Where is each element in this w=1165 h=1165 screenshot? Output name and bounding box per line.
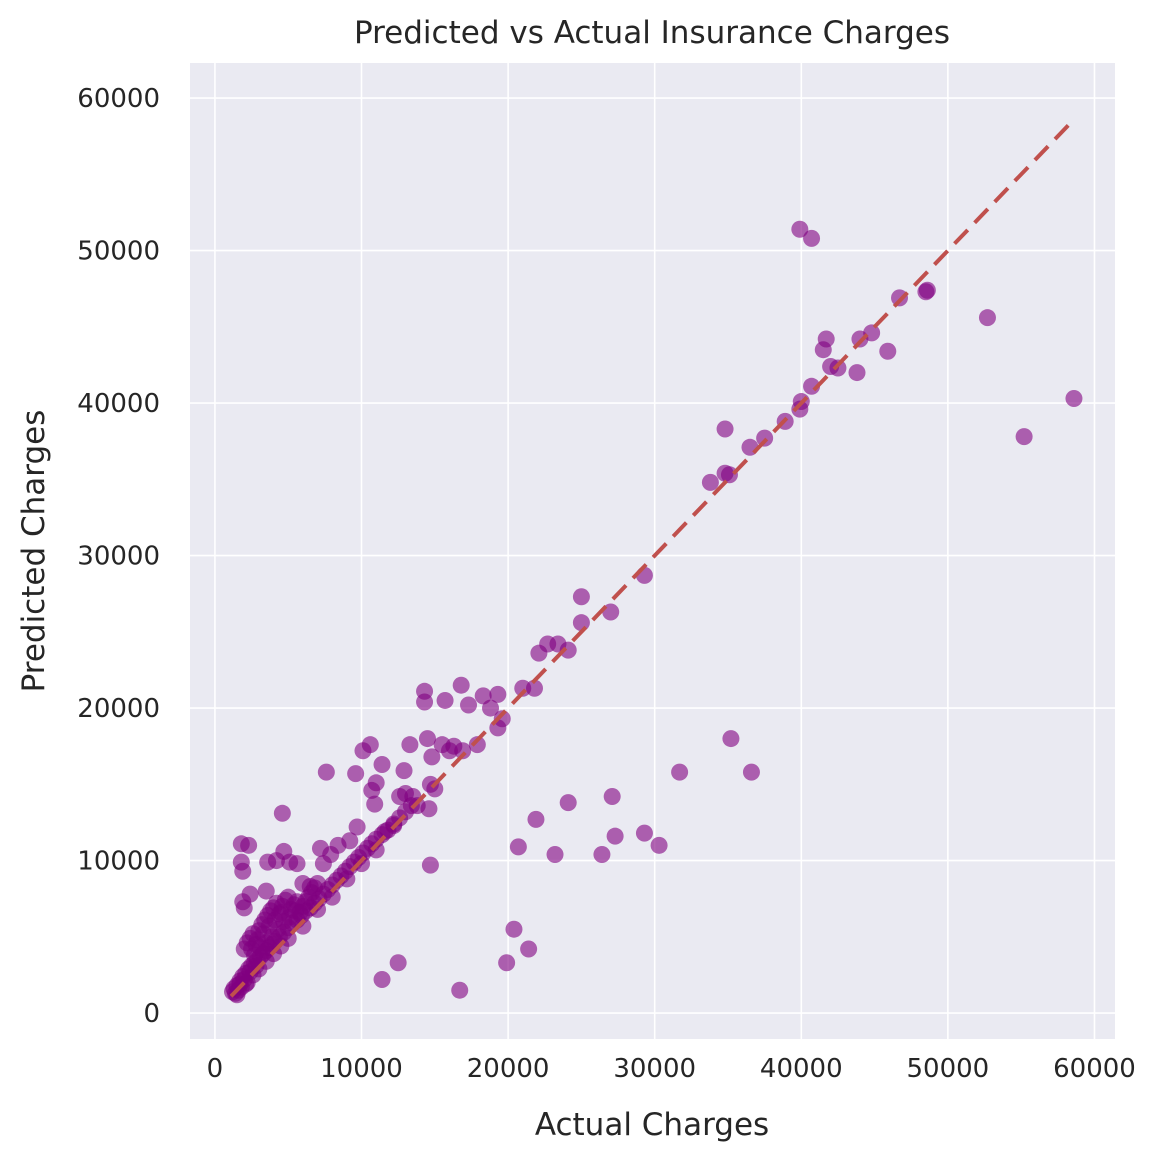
data-point [460, 696, 478, 714]
data-point [294, 917, 312, 935]
data-point [829, 359, 847, 377]
data-point [247, 957, 265, 975]
data-point [367, 774, 385, 792]
y-tick-label: 30000 [77, 542, 160, 572]
data-point [451, 981, 469, 999]
data-point [918, 281, 936, 299]
y-axis-label: Predicted Charges [16, 410, 52, 693]
data-point [401, 736, 419, 754]
data-point [722, 730, 740, 748]
data-point [317, 763, 335, 781]
data-point [650, 836, 668, 854]
data-point [525, 679, 543, 697]
data-point [454, 742, 472, 760]
data-point [288, 855, 306, 873]
data-point [373, 756, 391, 773]
data-point [348, 818, 366, 836]
data-point [1065, 390, 1083, 407]
data-point [493, 710, 511, 728]
data-point [509, 838, 527, 856]
data-point [546, 845, 564, 863]
data-point [474, 687, 492, 705]
data-point [257, 882, 275, 900]
data-point [235, 899, 253, 917]
y-tick-label: 50000 [77, 237, 160, 267]
data-point [273, 804, 291, 822]
y-axis-ticks: 0 10000 20000 30000 40000 50000 60000 [77, 84, 160, 1029]
data-point [240, 836, 258, 854]
data-point [741, 438, 759, 456]
data-point [603, 788, 621, 806]
data-point [367, 841, 385, 859]
data-point [803, 229, 821, 247]
data-point [389, 954, 407, 972]
data-point [452, 676, 470, 694]
data-point [559, 794, 577, 812]
y-tick-label: 20000 [77, 694, 160, 724]
data-point [791, 220, 809, 238]
data-point [742, 763, 760, 781]
data-point [323, 888, 341, 906]
data-point [520, 940, 538, 958]
x-tick-label: 30000 [613, 1054, 696, 1084]
data-point [482, 699, 500, 717]
data-point [572, 588, 590, 606]
data-point [423, 748, 441, 766]
data-point [701, 473, 719, 491]
data-point [341, 832, 359, 850]
data-point [527, 810, 545, 828]
data-point [489, 685, 507, 703]
data-point [418, 730, 436, 748]
data-point [572, 614, 590, 632]
data-point [366, 795, 384, 813]
data-point [817, 330, 835, 348]
y-tick-label: 40000 [77, 389, 160, 419]
x-axis-ticks: 0 10000 20000 30000 40000 50000 60000 [207, 1054, 1136, 1084]
data-point [514, 679, 532, 697]
data-point [978, 309, 996, 327]
data-point [671, 763, 689, 781]
x-tick-label: 10000 [320, 1054, 403, 1084]
data-point [436, 691, 454, 709]
x-tick-label: 20000 [467, 1054, 550, 1084]
data-point [421, 856, 439, 874]
data-point [416, 693, 434, 711]
data-point [593, 845, 611, 863]
data-point [1015, 428, 1033, 446]
data-point [301, 878, 319, 895]
data-point [505, 920, 523, 938]
data-point [498, 954, 516, 972]
x-tick-label: 50000 [907, 1054, 990, 1084]
data-point [426, 780, 444, 798]
data-point [468, 736, 486, 754]
data-point [756, 429, 774, 447]
data-point [716, 420, 734, 438]
data-point [848, 364, 866, 382]
data-point [879, 342, 897, 360]
x-tick-label: 40000 [760, 1054, 843, 1084]
data-point [373, 971, 391, 989]
data-point [635, 566, 653, 584]
data-point [559, 641, 577, 659]
x-axis-label: Actual Charges [535, 1107, 769, 1143]
data-point [420, 800, 438, 818]
y-tick-label: 10000 [77, 847, 160, 877]
data-point [287, 902, 305, 920]
data-point [606, 827, 624, 845]
x-tick-label: 0 [207, 1054, 224, 1084]
chart-title: Predicted vs Actual Insurance Charges [354, 15, 950, 51]
data-point [234, 862, 252, 880]
data-point [395, 762, 413, 780]
data-point [241, 885, 259, 903]
data-point [361, 736, 379, 754]
y-tick-label: 0 [143, 999, 160, 1029]
data-point [347, 765, 365, 783]
x-tick-label: 60000 [1053, 1054, 1136, 1084]
data-point [635, 824, 653, 842]
y-tick-label: 60000 [77, 84, 160, 114]
